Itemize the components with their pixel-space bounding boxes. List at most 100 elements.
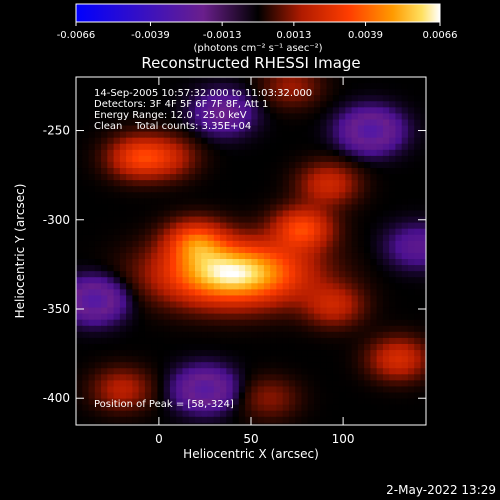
heatmap-cell: [220, 295, 227, 303]
heatmap-cell: [420, 259, 426, 266]
heatmap-cell: [382, 77, 390, 84]
heatmap-cell: [88, 392, 96, 400]
heatmap-cell: [376, 380, 384, 388]
heatmap-cell: [113, 350, 121, 357]
heatmap-cell: [351, 113, 359, 121]
heatmap-cell: [107, 107, 115, 115]
heatmap-cell: [376, 131, 384, 139]
heatmap-cell: [232, 404, 240, 412]
heatmap-cell: [251, 277, 259, 284]
heatmap-cell: [276, 222, 284, 230]
heatmap-cell: [401, 307, 409, 315]
heatmap-cell: [188, 404, 196, 412]
heatmap-cell: [238, 252, 246, 260]
heatmap-cell: [326, 265, 334, 272]
heatmap-cell: [195, 216, 202, 224]
heatmap-cell: [401, 337, 409, 345]
heatmap-cell: [389, 204, 397, 212]
heatmap-cell: [201, 337, 209, 345]
heatmap-cell: [119, 234, 127, 242]
heatmap-cell: [144, 331, 152, 339]
heatmap-cell: [376, 271, 384, 278]
heatmap-cell: [207, 319, 215, 327]
heatmap-cell: [163, 356, 171, 363]
heatmap-cell: [307, 313, 315, 321]
heatmap-cell: [76, 337, 83, 345]
heatmap-cell: [414, 216, 422, 224]
heatmap-cell: [195, 204, 202, 212]
heatmap-cell: [307, 95, 315, 102]
heatmap-cell: [144, 174, 152, 181]
heatmap-cell: [207, 374, 215, 381]
heatmap-cell: [144, 137, 152, 145]
heatmap-cell: [288, 83, 296, 90]
heatmap-cell: [138, 83, 146, 90]
heatmap-cell: [126, 392, 133, 400]
heatmap-cell: [126, 259, 133, 266]
heatmap-cell: [357, 228, 365, 236]
heatmap-cell: [94, 119, 102, 127]
heatmap-cell: [182, 252, 190, 260]
heatmap-cell: [326, 289, 334, 297]
heatmap-cell: [201, 77, 209, 84]
heatmap-cell: [282, 392, 290, 400]
heatmap-cell: [232, 125, 240, 133]
heatmap-cell: [113, 143, 121, 151]
heatmap-cell: [107, 416, 115, 424]
heatmap-cell: [270, 325, 278, 333]
heatmap-cell: [326, 325, 334, 333]
heatmap-cell: [157, 125, 165, 133]
heatmap-cell: [207, 337, 215, 345]
heatmap-cell: [420, 119, 426, 127]
heatmap-cell: [151, 95, 159, 102]
heatmap-cell: [188, 174, 196, 181]
heatmap-cell: [345, 289, 353, 297]
heatmap-cell: [195, 404, 202, 412]
heatmap-cell: [345, 277, 353, 284]
heatmap-cell: [169, 113, 177, 121]
heatmap-cell: [263, 107, 271, 115]
heatmap-cell: [94, 362, 102, 369]
heatmap-cell: [276, 107, 284, 115]
heatmap-cell: [213, 168, 221, 175]
heatmap-cell: [182, 107, 190, 115]
heatmap-cell: [351, 192, 359, 199]
heatmap-cell: [163, 198, 171, 206]
heatmap-cell: [357, 362, 365, 369]
heatmap-cell: [126, 380, 133, 388]
heatmap-cell: [101, 137, 108, 145]
heatmap-cell: [138, 174, 146, 181]
heatmap-cell: [157, 137, 165, 145]
heatmap-cell: [332, 234, 340, 242]
heatmap-cell: [320, 180, 328, 187]
heatmap-cell: [188, 137, 196, 145]
heatmap-cell: [94, 125, 102, 133]
heatmap-cell: [407, 234, 415, 242]
heatmap-cell: [320, 362, 328, 369]
heatmap-cell: [376, 374, 384, 381]
heatmap-cell: [232, 289, 240, 297]
heatmap-cell: [188, 95, 196, 102]
heatmap-cell: [176, 331, 184, 339]
heatmap-cell: [94, 174, 102, 181]
heatmap-cell: [220, 228, 227, 236]
heatmap-cell: [213, 234, 221, 242]
heatmap-cell: [238, 192, 246, 199]
heatmap-cell: [76, 137, 83, 145]
heatmap-cell: [314, 380, 321, 388]
heatmap-cell: [301, 283, 309, 290]
heatmap-cell: [326, 204, 334, 212]
heatmap-cell: [107, 331, 115, 339]
heatmap-cell: [345, 143, 353, 151]
heatmap-cell: [169, 307, 177, 315]
heatmap-cell: [138, 119, 146, 127]
heatmap-cell: [163, 95, 171, 102]
heatmap-cell: [207, 283, 215, 290]
heatmap-cell: [88, 101, 96, 108]
heatmap-cell: [326, 216, 334, 224]
heatmap-cell: [163, 113, 171, 121]
heatmap-cell: [357, 174, 365, 181]
heatmap-cell: [182, 137, 190, 145]
heatmap-cell: [257, 277, 265, 284]
heatmap-cell: [345, 337, 353, 345]
